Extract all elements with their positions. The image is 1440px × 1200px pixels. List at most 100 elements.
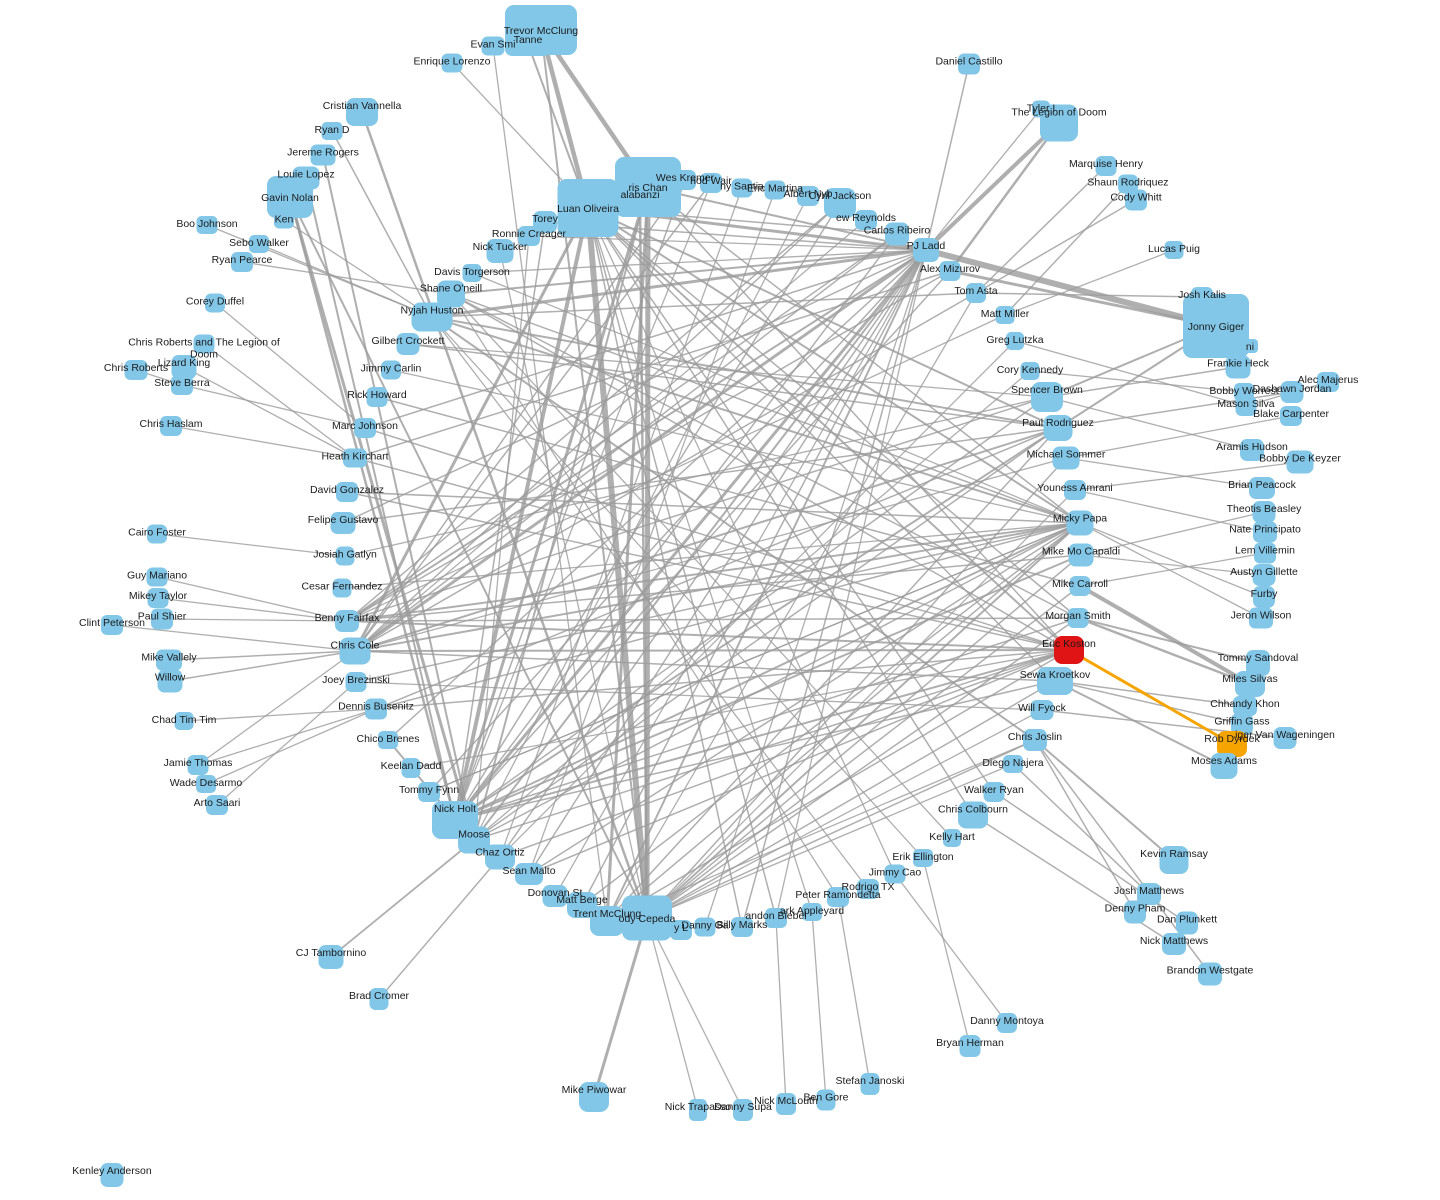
node-lizard-king[interactable] — [171, 355, 197, 379]
node-shane-oneill[interactable] — [437, 280, 465, 308]
node-arto-saari[interactable] — [206, 795, 228, 815]
node-jereme-rogers[interactable] — [310, 144, 336, 166]
node-jonny-giger[interactable] — [1183, 294, 1249, 358]
node-keelan-dadd[interactable] — [401, 758, 421, 778]
node-mikey-taylor[interactable] — [147, 588, 169, 608]
node-kevin-ramsay[interactable] — [1159, 846, 1189, 874]
node-jimmy-carlin[interactable] — [381, 360, 401, 380]
node-nick-trapasso[interactable] — [689, 1099, 707, 1121]
node-andrew-reynolds[interactable] — [855, 210, 877, 230]
node-tommy-sandoval[interactable] — [1246, 650, 1270, 676]
node-ryan-d[interactable] — [321, 122, 343, 140]
node-chris-roberts[interactable] — [124, 360, 148, 380]
node-jamie-thomas[interactable] — [187, 755, 209, 775]
node-marc-johnson[interactable] — [354, 418, 376, 438]
node-felipe-gustavo[interactable] — [330, 512, 356, 534]
node-eric-martina[interactable] — [764, 180, 786, 200]
node-cj-tambornino[interactable] — [318, 945, 344, 969]
node-danny-montoya[interactable] — [997, 1013, 1017, 1033]
node-paul-rodriguez[interactable] — [1043, 415, 1073, 441]
node-marquise-henry[interactable] — [1095, 156, 1117, 176]
node-rob-dyrdek[interactable] — [1217, 731, 1247, 757]
node-clint-peterson[interactable] — [101, 615, 123, 635]
node-mark-appleyard[interactable] — [802, 903, 822, 921]
node-nick-matthews[interactable] — [1162, 933, 1186, 955]
node-brian-peacock[interactable] — [1249, 477, 1275, 499]
node-rick-howard[interactable] — [366, 387, 388, 407]
node-steve-berra[interactable] — [171, 375, 193, 395]
node-stefan-janoski[interactable] — [860, 1073, 880, 1095]
node-alex-mizurov[interactable] — [939, 261, 961, 281]
node-tom-asta[interactable] — [966, 283, 986, 303]
node-enrique-lorenzo[interactable] — [441, 53, 463, 73]
node-cairo-foster[interactable] — [147, 524, 167, 544]
node-mason-silva[interactable] — [1235, 396, 1257, 416]
node-cody-whitt[interactable] — [1125, 189, 1147, 211]
node-billy-marks[interactable] — [731, 917, 753, 937]
node-josiah-gatlyn[interactable] — [335, 546, 355, 566]
node-cristian-vannella[interactable] — [346, 98, 378, 126]
node-micky-papa[interactable] — [1066, 510, 1094, 536]
node-nyjah-huston[interactable] — [411, 302, 453, 332]
node-denny-pham[interactable] — [1124, 900, 1146, 924]
node-matt-miller[interactable] — [995, 306, 1015, 324]
node-ben-gore[interactable] — [816, 1089, 836, 1111]
node-youness-amrani[interactable] — [1064, 480, 1086, 500]
node-davis-torgerson[interactable] — [462, 264, 482, 282]
node-aramis-hudson[interactable] — [1240, 439, 1264, 461]
node-trent-mcclung[interactable] — [590, 906, 624, 936]
node-erik-ellington[interactable] — [913, 849, 933, 867]
node-jimmy-cao[interactable] — [884, 864, 906, 884]
node-sewa-kroetkov[interactable] — [1037, 667, 1073, 695]
node-morgan-smith[interactable] — [1067, 608, 1089, 628]
node-chris-chann[interactable] — [615, 157, 681, 217]
node-danny-supa[interactable] — [733, 1099, 753, 1121]
node-blake-carpenter[interactable] — [1280, 406, 1302, 426]
node-paul-shier[interactable] — [151, 608, 173, 630]
node-dan-plunkett[interactable] — [1176, 911, 1198, 935]
node-alec-majerus[interactable] — [1317, 372, 1339, 392]
node-boo-johnson[interactable] — [196, 216, 218, 234]
node-sean-malto[interactable] — [515, 863, 543, 885]
node-matt-berger[interactable] — [567, 892, 597, 918]
node-lucas-puig[interactable] — [1164, 241, 1184, 259]
node-furby[interactable] — [1253, 586, 1275, 608]
node-josh-matthews[interactable] — [1137, 883, 1161, 905]
node-spencer-brown[interactable] — [1031, 382, 1063, 412]
node-ronnie-creager[interactable] — [518, 226, 540, 246]
node-michael-sommer[interactable] — [1052, 446, 1080, 470]
node-torey[interactable] — [533, 211, 557, 233]
node-david-gonzalez[interactable] — [336, 482, 358, 502]
node-jeron-wilson[interactable] — [1249, 607, 1273, 629]
node-theotis-beasley[interactable] — [1252, 501, 1276, 523]
node-diego-najera[interactable] — [1003, 755, 1023, 773]
node-chaz-ortiz[interactable] — [485, 844, 515, 870]
node-chad-tim-tim[interactable] — [174, 712, 194, 730]
node-walker-ryan[interactable] — [983, 782, 1005, 802]
node-cesar-fernandez[interactable] — [332, 578, 352, 598]
node-benny-fairfax[interactable] — [335, 610, 359, 632]
node-kelly-hart[interactable] — [943, 829, 961, 847]
node-cory-kennedy[interactable] — [1020, 362, 1040, 380]
node-ty-l[interactable] — [670, 920, 692, 940]
node-nick-mclouth[interactable] — [776, 1093, 796, 1115]
node-brad-cromer[interactable] — [369, 988, 389, 1010]
node-wade-desarmo[interactable] — [196, 775, 216, 793]
node-legion-of-doom[interactable] — [1040, 104, 1078, 142]
node-ryan-pearce[interactable] — [231, 252, 253, 272]
node-cody-cepeda[interactable] — [622, 895, 672, 941]
node-mike-vallely[interactable] — [156, 649, 182, 671]
node-bobby-de-keyzer[interactable] — [1286, 450, 1314, 474]
node-moose[interactable] — [458, 826, 490, 854]
node-sebo-walker[interactable] — [249, 235, 269, 253]
node-ishod-wair[interactable] — [700, 173, 722, 193]
node-danny-garcia[interactable] — [694, 917, 716, 937]
node-tommy-fynn[interactable] — [418, 782, 440, 802]
node-donovan[interactable] — [542, 885, 568, 907]
node-frankie-heck[interactable] — [1225, 355, 1251, 379]
node-chris-colbourn[interactable] — [958, 801, 988, 829]
node-miles-silvas[interactable] — [1235, 671, 1265, 697]
node-daniel-castillo[interactable] — [958, 53, 980, 75]
node-heath-kirchart[interactable] — [343, 448, 367, 468]
node-lem-villemin[interactable] — [1254, 542, 1276, 564]
